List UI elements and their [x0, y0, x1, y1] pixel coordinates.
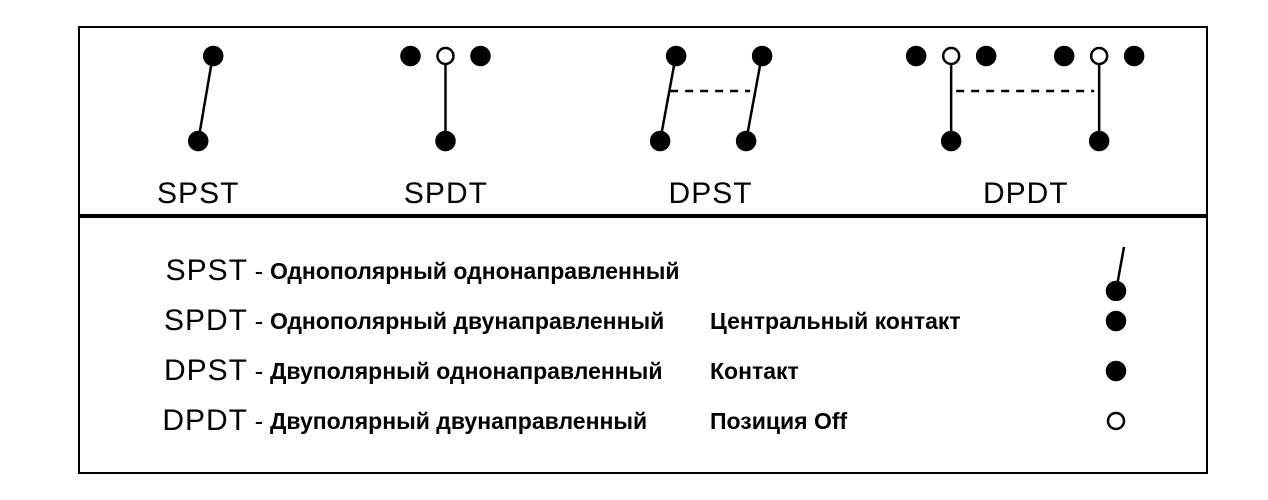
switch-diagram-spdt: SPDT	[316, 31, 575, 211]
legend-desc: Однополярный двунаправленный	[270, 308, 710, 335]
legend-symbol	[1010, 241, 1166, 301]
legend-extra: Центральный контакт	[710, 308, 1010, 335]
legend-row-dpst: DPST-Двуполярный однонаправленныйКонтакт	[120, 346, 1166, 396]
legend-symbol	[1010, 401, 1166, 441]
switch-label-spst: SPST	[157, 177, 239, 211]
switch-diagrams-panel: SPST SPDT DPST DPDT	[78, 26, 1208, 216]
legend-extra: Позиция Off	[710, 408, 1010, 435]
legend-acronym: SPST	[120, 254, 248, 288]
legend-acronym: DPST	[120, 354, 248, 388]
switch-label-dpst: DPST	[669, 177, 753, 211]
legend-acronym: DPDT	[120, 404, 248, 438]
legend-acronym: SPDT	[120, 304, 248, 338]
switch-diagram-dpdt: DPDT	[846, 31, 1206, 211]
legend-desc: Однополярный однонаправленный	[270, 258, 710, 285]
legend-row-spdt: SPDT-Однополярный двунаправленныйЦентрал…	[120, 296, 1166, 346]
legend-symbol	[1010, 301, 1166, 341]
legend-symbol	[1010, 351, 1166, 391]
legend-extra: Контакт	[710, 358, 1010, 385]
legend-panel: SPST-Однополярный однонаправленный SPDT-…	[78, 216, 1208, 474]
switch-diagram-spst: SPST	[80, 31, 316, 211]
legend-dash: -	[248, 306, 270, 337]
legend-dash: -	[248, 356, 270, 387]
legend-row-dpdt: DPDT-Двуполярный двунаправленныйПозиция …	[120, 396, 1166, 446]
legend-dash: -	[248, 406, 270, 437]
legend-desc: Двуполярный двунаправленный	[270, 408, 710, 435]
switch-label-spdt: SPDT	[404, 177, 488, 211]
legend-dash: -	[248, 256, 270, 287]
switch-label-dpdt: DPDT	[983, 177, 1069, 211]
legend-desc: Двуполярный однонаправленный	[270, 358, 710, 385]
legend-row-spst: SPST-Однополярный однонаправленный	[120, 246, 1166, 296]
switch-diagram-dpst: DPST	[575, 31, 845, 211]
